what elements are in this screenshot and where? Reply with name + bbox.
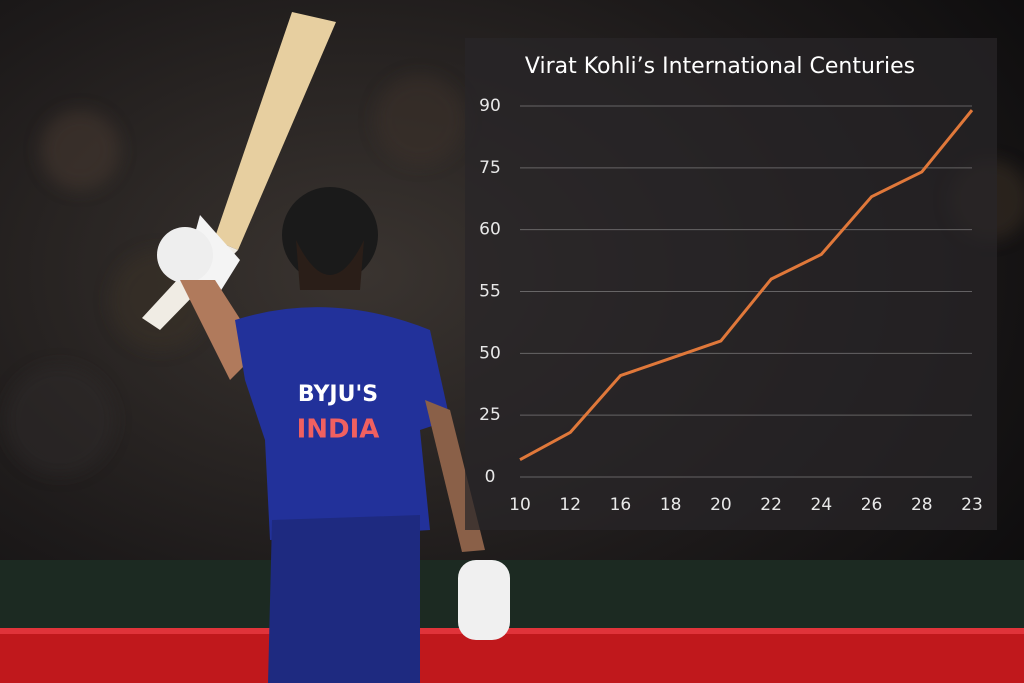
x-tick-label: 23: [961, 495, 983, 515]
chart: Virat Kohli’s International Centuries 0 2…: [465, 38, 997, 530]
x-tick-label: 16: [610, 495, 632, 515]
x-tick-label: 22: [760, 495, 782, 515]
y-tick-label: 55: [479, 282, 501, 302]
y-tick-label: 50: [479, 343, 501, 363]
x-tick-label: 12: [559, 495, 581, 515]
y-tick-label: 25: [479, 405, 501, 425]
y-tick-label: 60: [479, 220, 501, 240]
svg-text:BYJU'S: BYJU'S: [298, 382, 378, 407]
chart-title: Virat Kohli’s International Centuries: [525, 54, 915, 79]
x-tick-label: 26: [861, 495, 883, 515]
x-tick-label: 10: [509, 495, 531, 515]
player: BYJU'S INDIA: [142, 12, 510, 683]
x-tick-label: 20: [710, 495, 732, 515]
y-tick-label: 0: [485, 467, 496, 487]
x-tick-label: 24: [811, 495, 833, 515]
x-tick-label: 28: [911, 495, 933, 515]
y-tick-label: 90: [479, 96, 501, 116]
chart-panel: [465, 38, 997, 530]
x-tick-label: 18: [660, 495, 682, 515]
svg-text:INDIA: INDIA: [297, 415, 380, 445]
y-tick-label: 75: [479, 158, 501, 178]
data-line: [519, 109, 974, 462]
